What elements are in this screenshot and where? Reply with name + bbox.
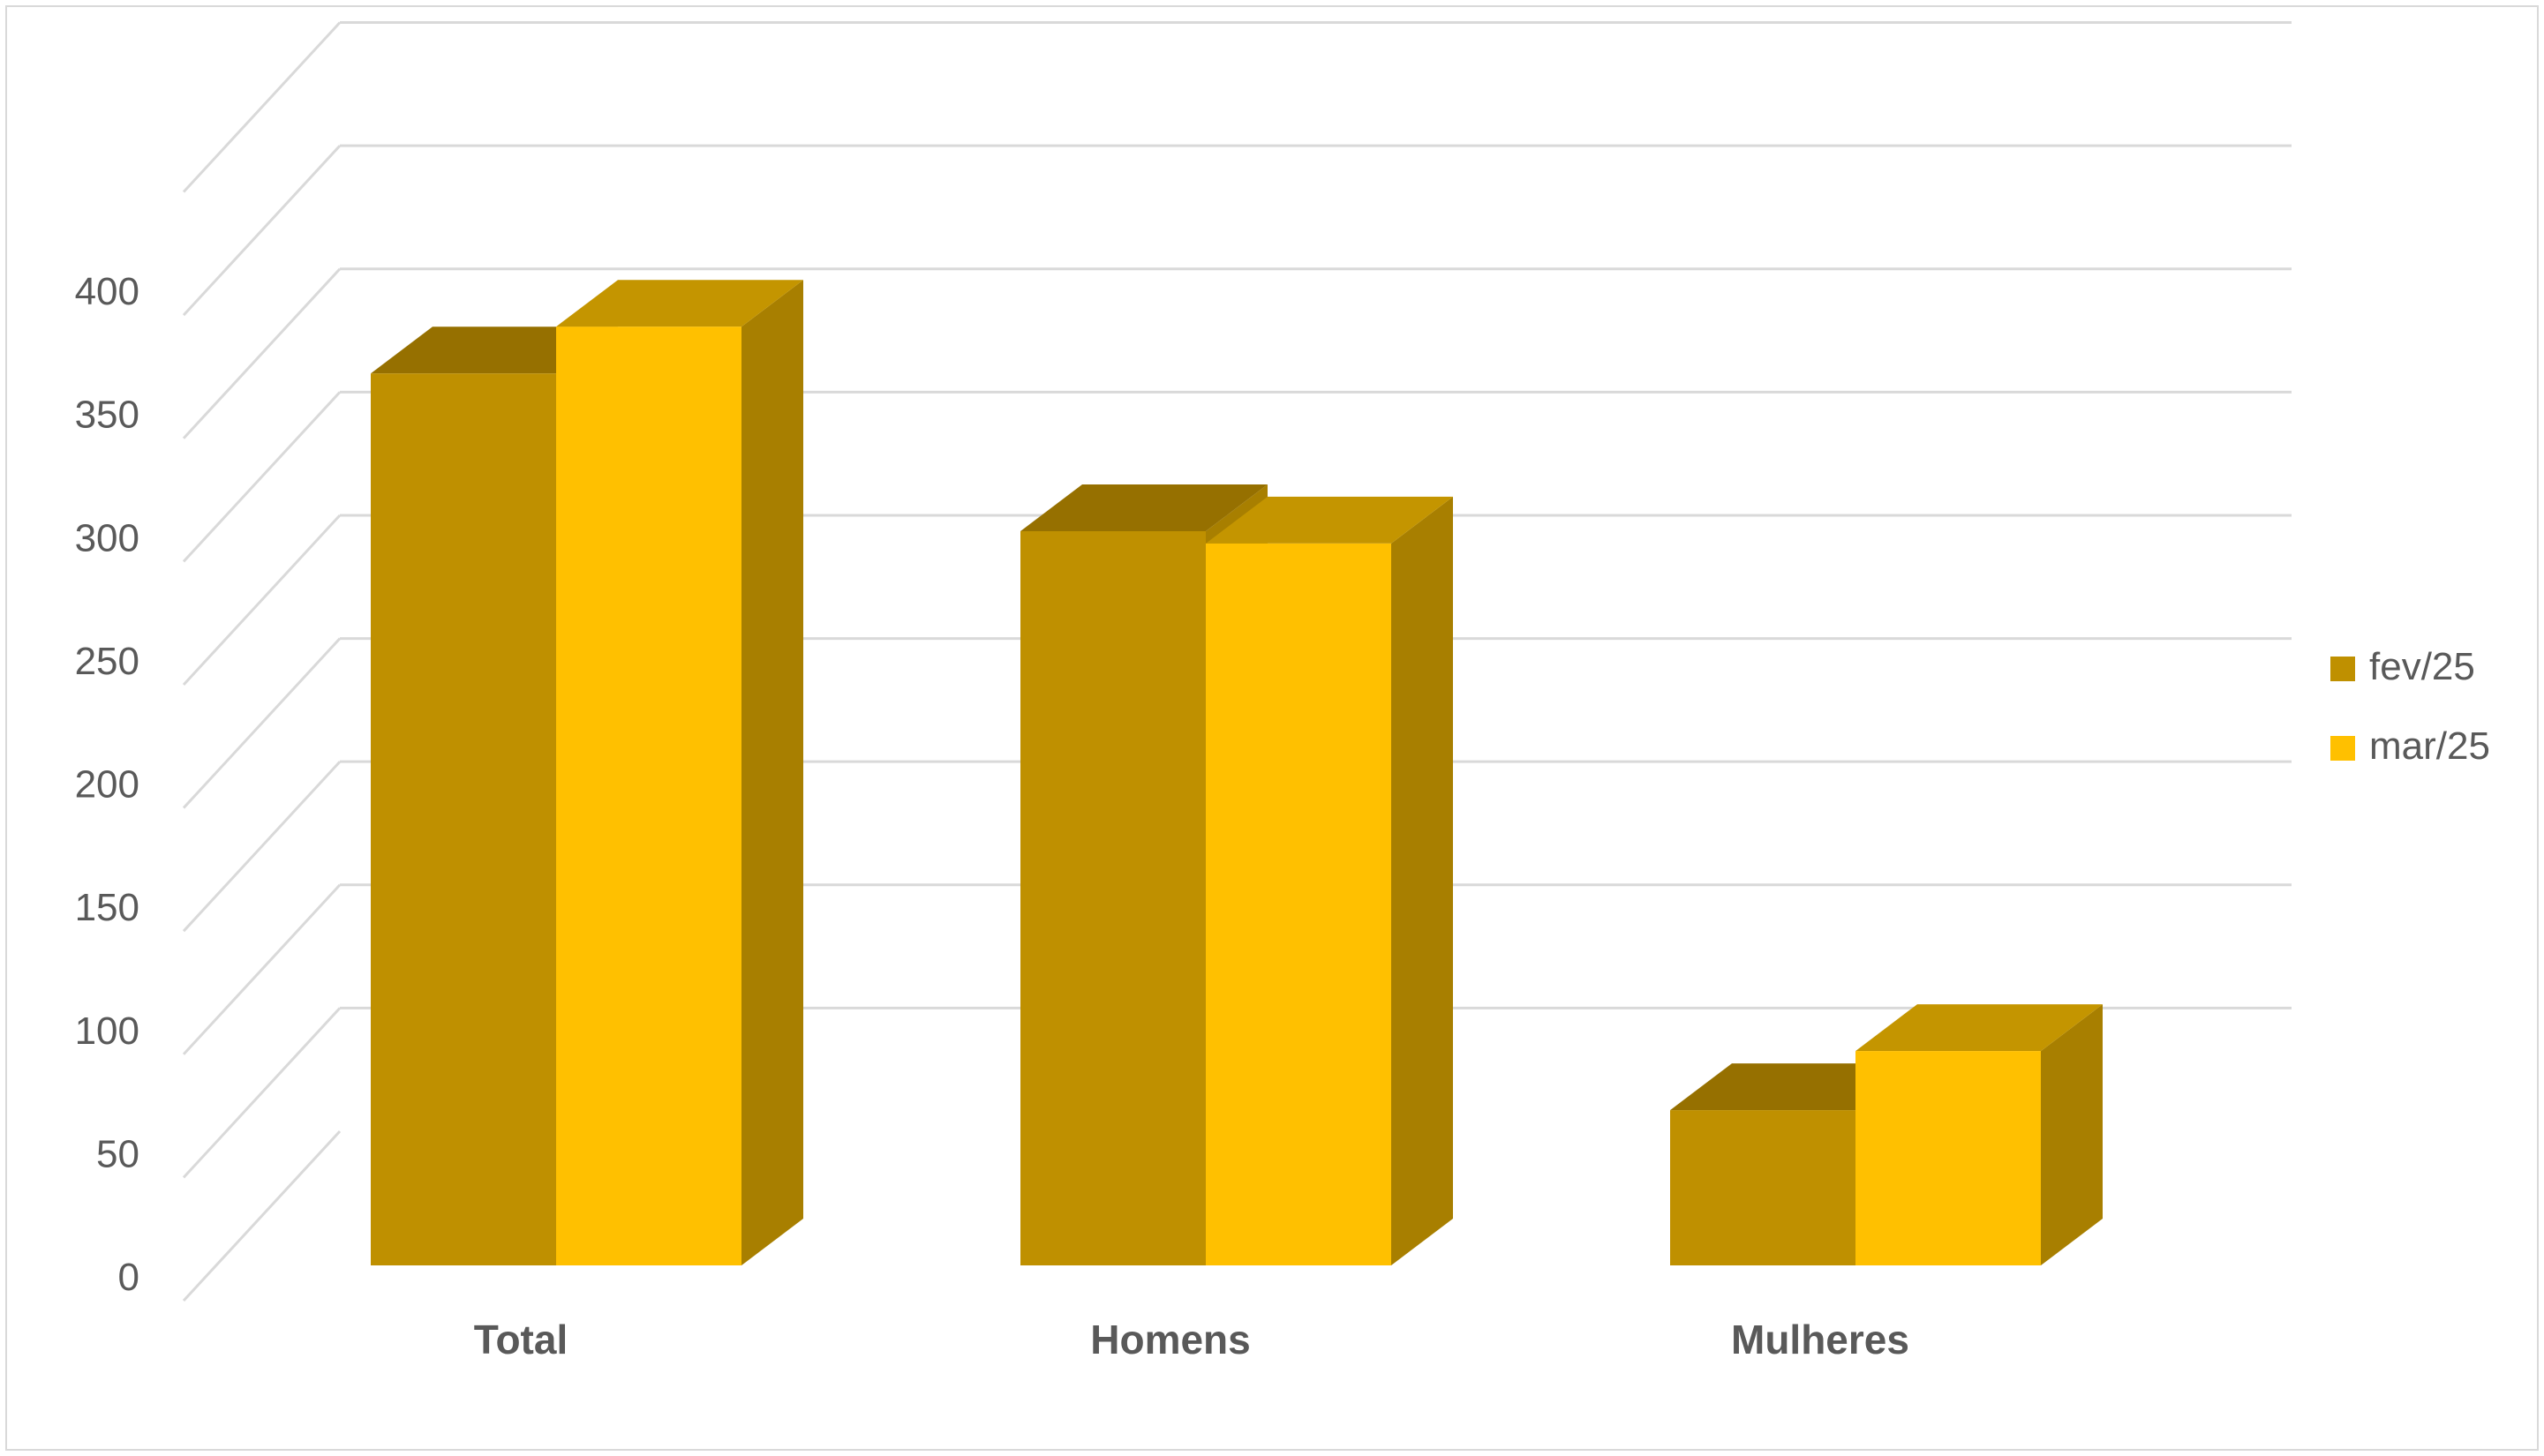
bar-top-mar/25-Homens bbox=[1206, 496, 1453, 544]
bar-fev/25-Total bbox=[371, 373, 556, 1265]
legend-label: mar/25 bbox=[2369, 724, 2490, 768]
gridline-side bbox=[182, 1007, 342, 1179]
y-tick-label: 100 bbox=[75, 1009, 139, 1053]
y-tick-label: 150 bbox=[75, 886, 139, 929]
category-label: Homens bbox=[1090, 1317, 1250, 1362]
gridline-side bbox=[182, 21, 342, 193]
gridline-side bbox=[182, 637, 342, 809]
legend-label: fev/25 bbox=[2369, 645, 2475, 688]
gridline-side bbox=[182, 1130, 342, 1302]
y-tick-label: 200 bbox=[75, 763, 139, 807]
gridline-side bbox=[182, 145, 342, 317]
gridline-side bbox=[182, 883, 342, 1055]
bar-side-mar/25-Mulheres bbox=[2041, 1004, 2103, 1265]
gridline-side bbox=[182, 761, 342, 933]
bar-chart-3d: 0 50 100 150 200 250 300 350 400 Total Homens Mulh… bbox=[75, 21, 2490, 1362]
legend-swatch bbox=[2330, 736, 2355, 761]
bar-top-mar/25-Mulheres bbox=[1855, 1004, 2103, 1052]
y-axis-ticks: 0 50 100 150 200 250 300 350 400 bbox=[75, 270, 139, 1299]
bar-mar/25-Homens bbox=[1206, 543, 1391, 1265]
y-tick-label: 300 bbox=[75, 516, 139, 559]
bar-fev/25-Mulheres bbox=[1670, 1110, 1855, 1265]
gridline-side bbox=[182, 267, 342, 439]
legend-swatch bbox=[2330, 657, 2355, 681]
bars-layer bbox=[371, 280, 2103, 1265]
y-tick-label: 50 bbox=[96, 1132, 139, 1175]
bar-side-mar/25-Total bbox=[741, 280, 803, 1265]
gridline-side bbox=[182, 391, 342, 563]
y-tick-label: 0 bbox=[118, 1256, 139, 1299]
y-tick-label: 400 bbox=[75, 270, 139, 313]
bar-top-fev/25-Homens bbox=[1020, 484, 1268, 531]
bar-fev/25-Homens bbox=[1020, 530, 1206, 1265]
chart-frame: 0 50 100 150 200 250 300 350 400 Total Homens Mulh… bbox=[5, 5, 2539, 1451]
category-label: Mulheres bbox=[1731, 1317, 1909, 1362]
bar-side-mar/25-Homens bbox=[1391, 496, 1453, 1265]
category-labels: Total Homens Mulheres bbox=[474, 1317, 1909, 1362]
legend: fev/25 mar/25 bbox=[2330, 645, 2490, 768]
bar-mar/25-Total bbox=[556, 326, 741, 1265]
gridline-side bbox=[182, 514, 342, 686]
bar-mar/25-Mulheres bbox=[1855, 1051, 2041, 1265]
category-label: Total bbox=[474, 1317, 568, 1362]
y-tick-label: 350 bbox=[75, 394, 139, 437]
bar-top-mar/25-Total bbox=[556, 280, 803, 327]
y-tick-label: 250 bbox=[75, 640, 139, 683]
